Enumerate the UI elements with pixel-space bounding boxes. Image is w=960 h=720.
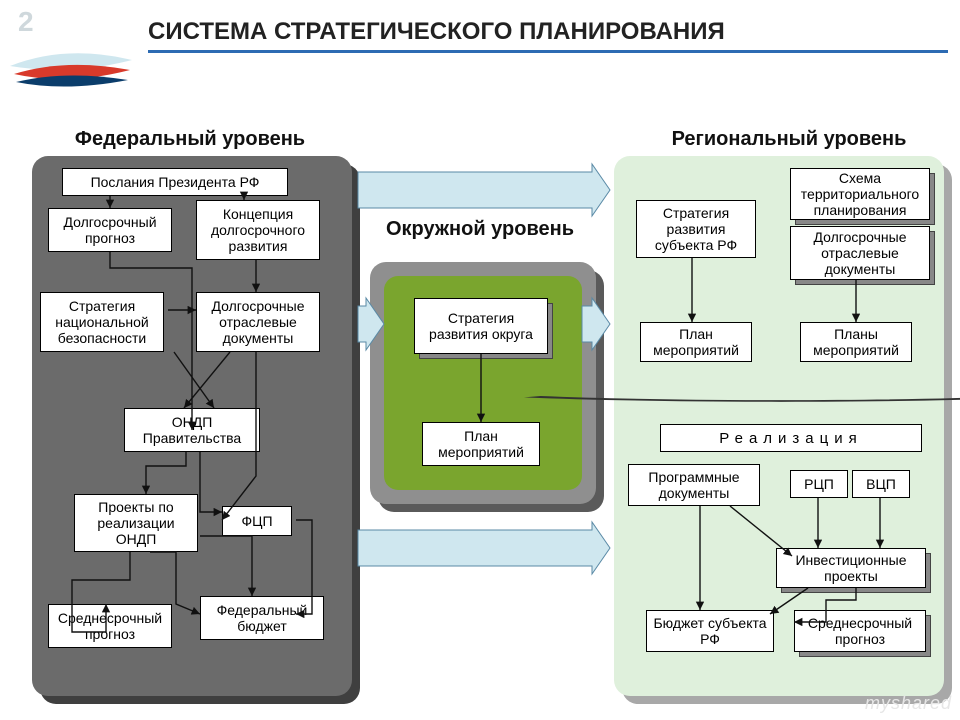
box-f3: Концепция долгосрочного развития [196, 200, 320, 260]
box-r1: Схема территориального планирования [790, 168, 930, 220]
box-f1: Послания Президента РФ [62, 168, 288, 196]
box-r2: Стратегия развития субъекта РФ [636, 200, 756, 258]
box-f5: Долгосрочные отраслевые документы [196, 292, 320, 352]
box-r3: Долгосрочные отраслевые документы [790, 226, 930, 280]
box-d1: Стратегия развития округа [414, 298, 548, 354]
box-r9: Инвестиционные проекты [776, 548, 926, 588]
realization-label: Реализация [660, 424, 922, 452]
box-f2: Долгосрочный прогноз [48, 208, 172, 252]
logo-icon [6, 26, 136, 96]
box-r4: План мероприятий [640, 322, 752, 362]
box-f9: Среднесрочный прогноз [48, 604, 172, 648]
box-r11: Среднесрочный прогноз [794, 610, 926, 652]
box-f6: ОНДП Правительства [124, 408, 260, 452]
section-federal: Федеральный уровень [40, 128, 340, 151]
slide: 2 СИСТЕМА СТРАТЕГИЧЕСКОГО ПЛАНИРОВАНИЯ Ф… [0, 0, 960, 720]
box-r6: Программные документы [628, 464, 760, 506]
box-r5: Планы мероприятий [800, 322, 912, 362]
brace-icon: ︶ [511, 389, 960, 422]
box-r7: РЦП [790, 470, 848, 498]
page-title: СИСТЕМА СТРАТЕГИЧЕСКОГО ПЛАНИРОВАНИЯ [148, 18, 948, 46]
section-regional: Региональный уровень [634, 128, 944, 151]
box-r8: ВЦП [852, 470, 910, 498]
box-f7: Проекты по реализации ОНДП [74, 494, 198, 552]
box-f4: Стратегия национальной безопасности [40, 292, 164, 352]
section-district: Окружной уровень [360, 218, 600, 241]
box-d2: План мероприятий [422, 422, 540, 466]
box-f10: Федеральный бюджет [200, 596, 324, 640]
title-underline [148, 50, 948, 53]
box-f8: ФЦП [222, 506, 292, 536]
box-r10: Бюджет субъекта РФ [646, 610, 774, 652]
watermark: myshared [865, 693, 952, 714]
